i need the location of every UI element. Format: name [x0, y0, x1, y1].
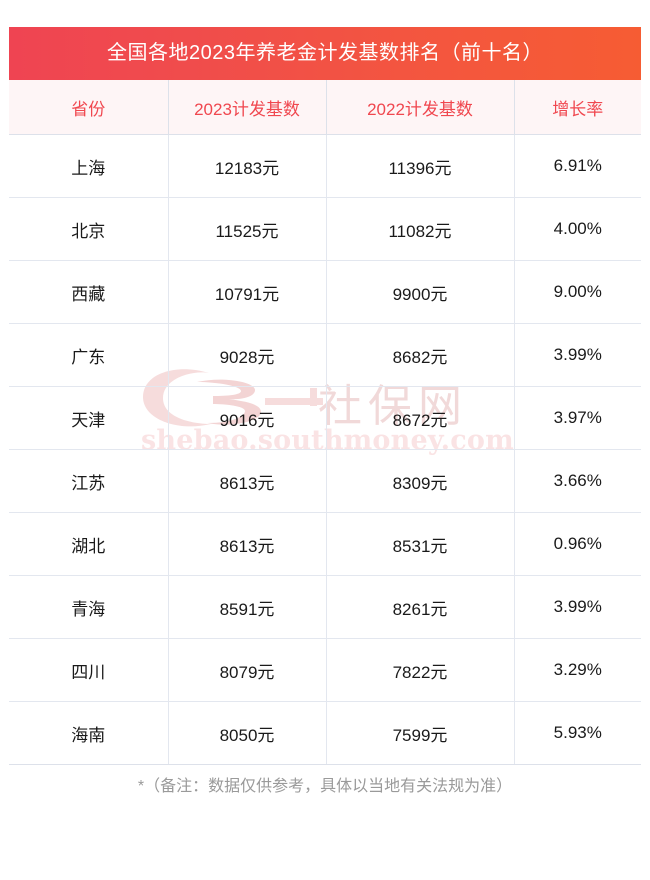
cell-growth: 5.93%: [514, 701, 641, 765]
cell-growth: 9.00%: [514, 260, 641, 324]
cell-province: 北京: [9, 197, 169, 261]
column-header-province: 省份: [9, 80, 169, 135]
cell-growth: 0.96%: [514, 512, 641, 576]
cell-base-2023: 8591元: [168, 575, 327, 639]
cell-province: 上海: [9, 134, 169, 198]
cell-base-2023: 12183元: [168, 134, 327, 198]
cell-base-2023: 11525元: [168, 197, 327, 261]
cell-base-2023: 10791元: [168, 260, 327, 324]
cell-base-2022: 8531元: [326, 512, 515, 576]
cell-growth: 6.91%: [514, 134, 641, 198]
table-row: 天津 9016元 8672元 3.97%: [9, 386, 641, 450]
table-footnote: *（备注：数据仅供参考，具体以当地有关法规为准）: [137, 778, 513, 795]
table-body: 上海 12183元 11396元 6.91% 北京 11525元 11082元 …: [9, 134, 641, 765]
cell-base-2022: 8672元: [326, 386, 515, 450]
cell-base-2022: 7599元: [326, 701, 515, 765]
pension-table: 省份 2023计发基数 2022计发基数 增长率 上海 12183元 11396…: [9, 80, 641, 765]
cell-province: 海南: [9, 701, 169, 765]
cell-province: 天津: [9, 386, 169, 450]
cell-province: 广东: [9, 323, 169, 387]
cell-growth: 3.29%: [514, 638, 641, 702]
cell-base-2022: 8309元: [326, 449, 515, 513]
cell-growth: 3.66%: [514, 449, 641, 513]
table-row: 广东 9028元 8682元 3.99%: [9, 323, 641, 387]
table-row: 上海 12183元 11396元 6.91%: [9, 134, 641, 198]
table-row: 四川 8079元 7822元 3.29%: [9, 638, 641, 702]
table-header: 省份 2023计发基数 2022计发基数 增长率: [9, 80, 641, 135]
cell-growth: 3.99%: [514, 323, 641, 387]
cell-base-2022: 11082元: [326, 197, 515, 261]
pension-table-container: 全国各地2023年养老金计发基数排名（前十名） 省份 2023计发基数 2022…: [9, 27, 641, 765]
cell-province: 四川: [9, 638, 169, 702]
table-row: 青海 8591元 8261元 3.99%: [9, 575, 641, 639]
cell-province: 西藏: [9, 260, 169, 324]
cell-base-2023: 9028元: [168, 323, 327, 387]
cell-base-2022: 9900元: [326, 260, 515, 324]
cell-province: 湖北: [9, 512, 169, 576]
column-header-base-2023: 2023计发基数: [168, 80, 327, 135]
cell-province: 青海: [9, 575, 169, 639]
table-row: 湖北 8613元 8531元 0.96%: [9, 512, 641, 576]
cell-base-2023: 8050元: [168, 701, 327, 765]
column-header-base-2022: 2022计发基数: [326, 80, 515, 135]
cell-province: 江苏: [9, 449, 169, 513]
cell-growth: 4.00%: [514, 197, 641, 261]
cell-base-2023: 8613元: [168, 449, 327, 513]
cell-growth: 3.97%: [514, 386, 641, 450]
table-row: 北京 11525元 11082元 4.00%: [9, 197, 641, 261]
cell-base-2023: 9016元: [168, 386, 327, 450]
table-row: 海南 8050元 7599元 5.93%: [9, 701, 641, 765]
table-header-row: 省份 2023计发基数 2022计发基数 增长率: [9, 80, 641, 135]
cell-base-2022: 7822元: [326, 638, 515, 702]
cell-base-2023: 8613元: [168, 512, 327, 576]
cell-growth: 3.99%: [514, 575, 641, 639]
column-header-growth: 增长率: [514, 80, 641, 135]
cell-base-2023: 8079元: [168, 638, 327, 702]
table-row: 江苏 8613元 8309元 3.66%: [9, 449, 641, 513]
cell-base-2022: 11396元: [326, 134, 515, 198]
cell-base-2022: 8682元: [326, 323, 515, 387]
cell-base-2022: 8261元: [326, 575, 515, 639]
table-title: 全国各地2023年养老金计发基数排名（前十名）: [9, 27, 641, 80]
table-row: 西藏 10791元 9900元 9.00%: [9, 260, 641, 324]
